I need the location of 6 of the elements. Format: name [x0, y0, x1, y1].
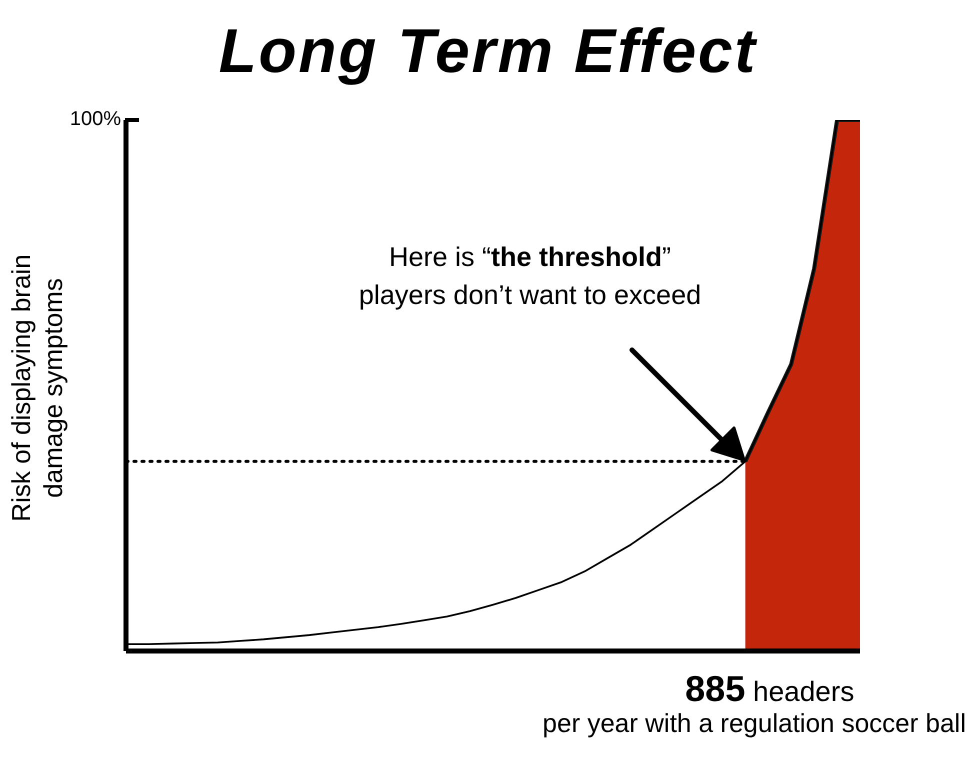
text: 100% [68, 108, 121, 131]
chart-title: Long Term Effect [218, 16, 758, 87]
annotation: Here is “the threshold” players don’t want to exceed [358, 242, 702, 310]
y-axis-title: Risk of displaying brain damage symptoms [5, 253, 69, 524]
x-axis-title: per year with a regulation soccer ball [542, 708, 966, 739]
text: 885 headers [685, 668, 854, 709]
